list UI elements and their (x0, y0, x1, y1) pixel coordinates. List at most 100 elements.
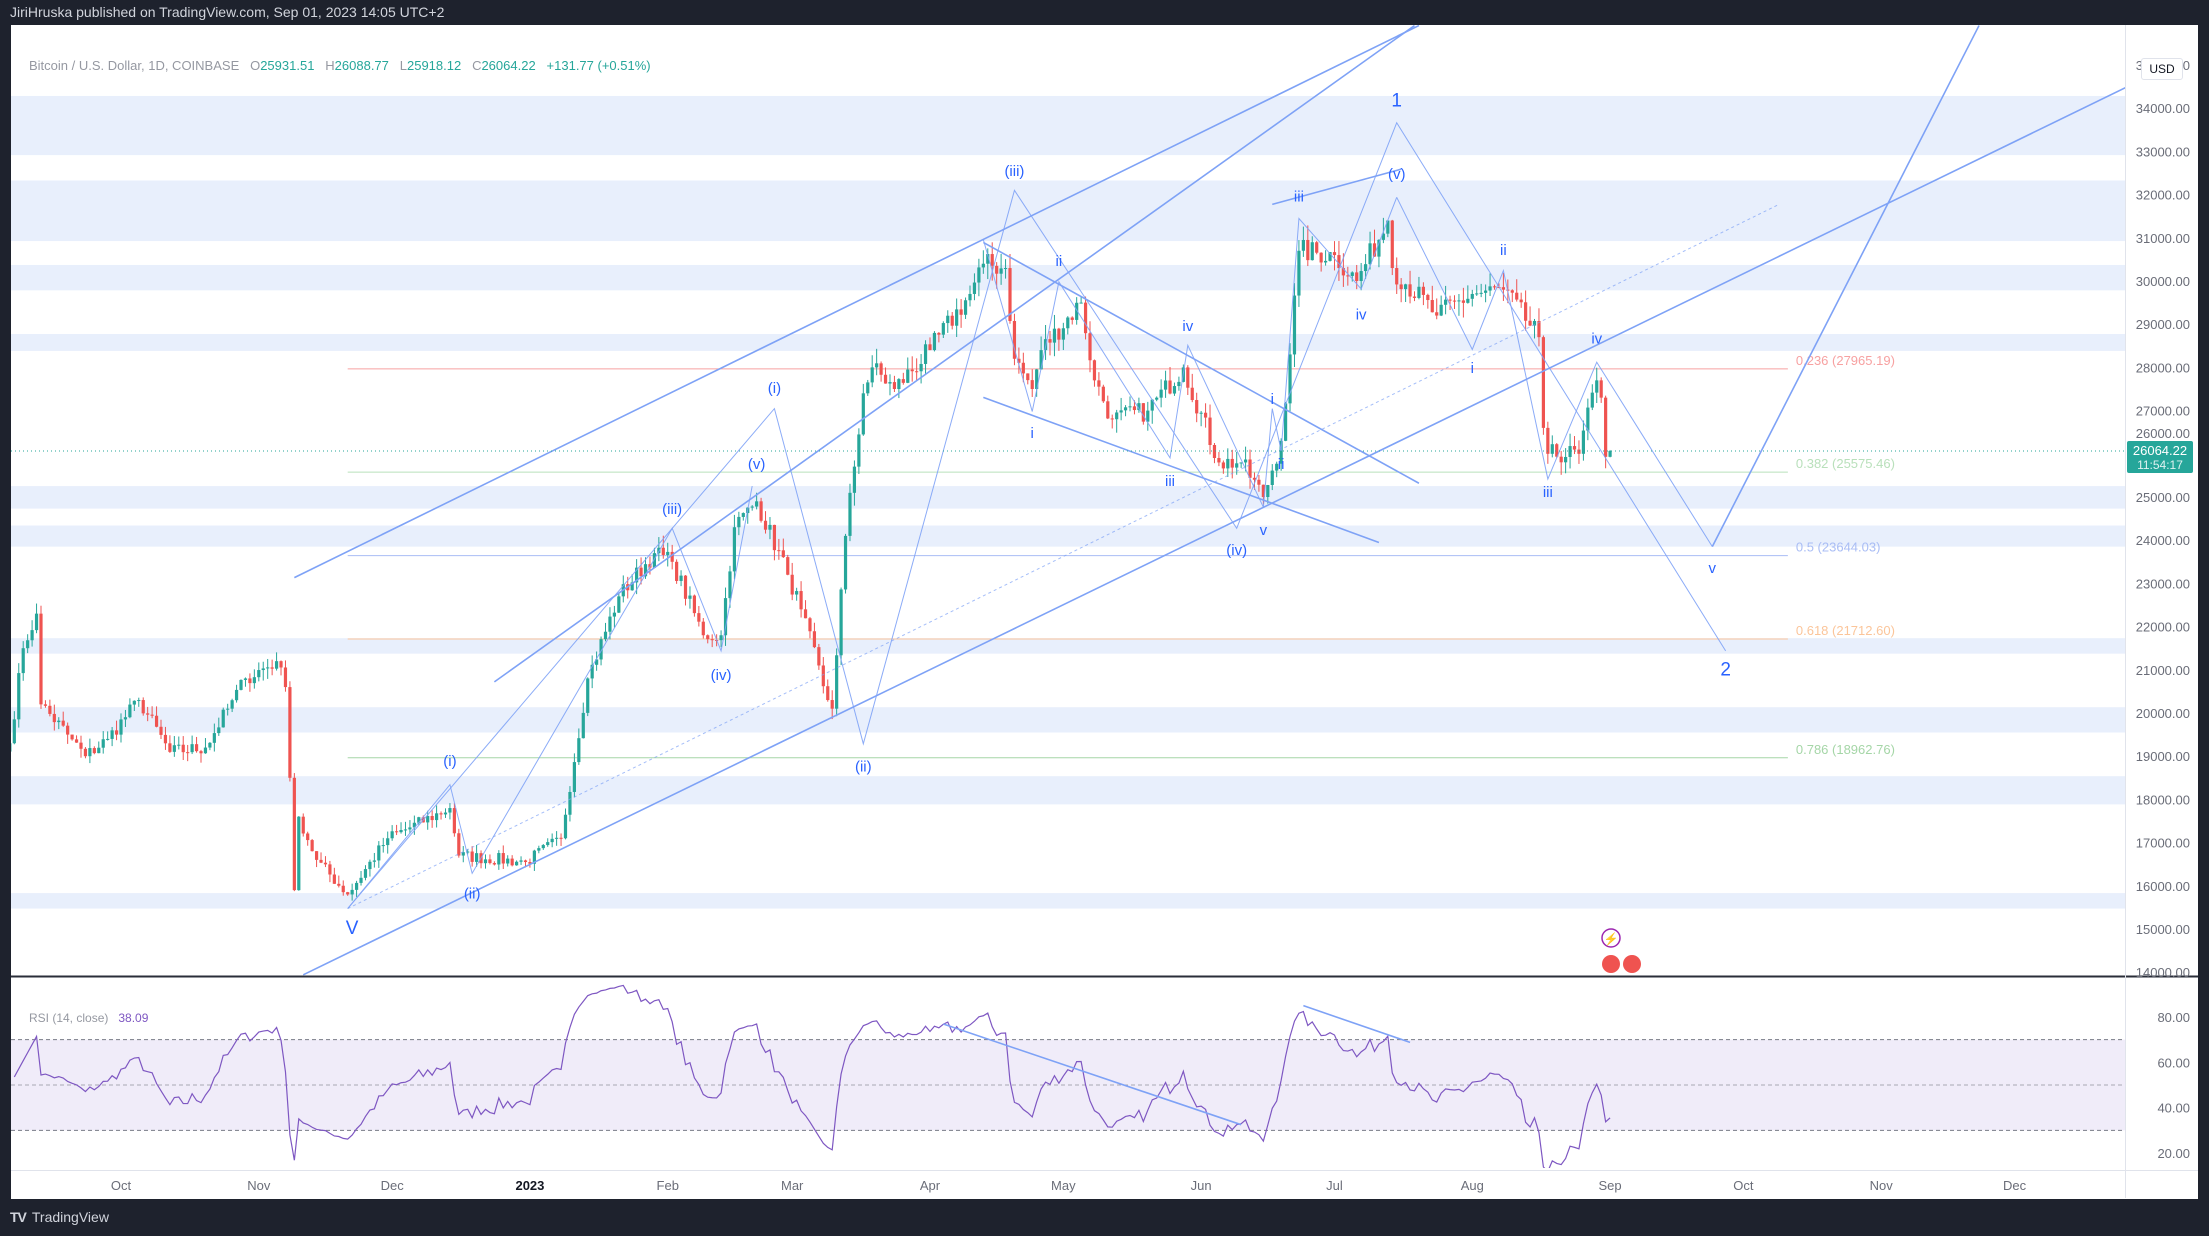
candle-body (697, 613, 701, 622)
candle-body (506, 858, 510, 864)
candle-body (901, 379, 905, 383)
high-value: 26088.77 (334, 58, 389, 73)
candle-body (66, 725, 70, 735)
candle-body (1128, 406, 1132, 408)
candle-body (812, 631, 817, 648)
candle-body (319, 859, 323, 863)
candle-body (1030, 380, 1034, 389)
candle-body (1003, 268, 1008, 270)
candle-body (288, 687, 292, 778)
candle-body (12, 719, 16, 744)
candle-body (990, 254, 994, 266)
candle-body (1150, 399, 1154, 411)
trendline (294, 25, 1420, 579)
candle-body (483, 859, 488, 864)
wave-label: (v) (1388, 166, 1406, 183)
candle-body (341, 885, 345, 893)
candle-body (52, 713, 56, 723)
currency-button[interactable]: USD (2141, 58, 2183, 80)
candle-body (61, 720, 65, 726)
time-axis-label: Jul (1326, 1178, 1343, 1193)
candle-body (537, 848, 541, 851)
candle-body (1404, 284, 1408, 290)
candle-body (532, 850, 536, 864)
candle-body (937, 332, 941, 335)
price-axis-label: 14000.00 (2136, 965, 2190, 980)
candle-body (1381, 233, 1385, 240)
candle-body (381, 845, 385, 847)
candle-body (226, 708, 230, 710)
rsi-line (13, 984, 1611, 1168)
candle-body (1039, 350, 1043, 370)
time-axis-label: Mar (781, 1178, 804, 1193)
candle-body (1599, 380, 1603, 398)
price-axis-label: 32000.00 (2136, 188, 2190, 203)
rsi-label[interactable]: RSI (14, close) (29, 1011, 109, 1025)
candle-body (34, 613, 39, 631)
candle-body (710, 639, 714, 641)
trendline (983, 396, 1380, 544)
time-axis-label: Aug (1461, 1178, 1484, 1193)
candle-body (1484, 290, 1488, 293)
rsi-trendline (943, 1023, 1242, 1126)
candle-body (1461, 300, 1465, 303)
candle-body (1364, 264, 1368, 272)
candle-body (501, 853, 505, 864)
candle-body (661, 547, 665, 555)
time-axis-label: Apr (920, 1178, 941, 1193)
fib-level-label: 0.618 (21712.60) (1796, 623, 1895, 638)
wave-label: iv (1356, 307, 1367, 324)
candle-body (803, 609, 808, 619)
last-price-value: 26064.22 (2133, 443, 2187, 458)
candle-body (1479, 292, 1483, 294)
candle-body (1012, 320, 1017, 359)
wave-label: v (1709, 560, 1717, 577)
candle-body (137, 700, 141, 702)
candle-body (1008, 268, 1012, 321)
time-axis-label: Sep (1599, 1178, 1622, 1193)
candle-body (581, 712, 585, 739)
candle-body (1501, 287, 1505, 290)
price-axis-label: 19000.00 (2136, 749, 2190, 764)
candle-body (1359, 271, 1363, 281)
candle-body (1581, 430, 1586, 454)
close-label: C (472, 58, 482, 73)
candle-body (590, 664, 594, 679)
candle-body (426, 815, 430, 823)
candle-body (248, 678, 252, 684)
candle-body (92, 748, 96, 754)
candle-body (390, 831, 394, 839)
candle-body (314, 851, 319, 860)
event-icon (1601, 928, 1621, 948)
elliott-wave-path (1262, 197, 1398, 508)
candle-body (310, 840, 314, 852)
price-axis-label: 28000.00 (2136, 360, 2190, 375)
candle-body (1057, 328, 1061, 340)
candle-body (1350, 272, 1354, 276)
candle-body (972, 282, 977, 294)
candle-body (403, 829, 408, 831)
candle-body (1092, 360, 1097, 381)
candle-body (39, 613, 43, 705)
candle-body (239, 679, 243, 690)
candle-body (857, 434, 861, 467)
trendline (982, 241, 1420, 484)
candle-body (337, 883, 341, 886)
candle-body (1137, 403, 1141, 411)
candle-body (755, 501, 759, 507)
candle-body (1217, 457, 1221, 463)
candle-body (932, 332, 937, 351)
candle-body (1488, 286, 1492, 291)
symbol-name[interactable]: Bitcoin / U.S. Dollar, 1D, COINBASE (29, 58, 240, 73)
candle-body (492, 863, 496, 865)
time-axis-label: Oct (111, 1178, 132, 1193)
candle-body (670, 551, 674, 562)
candle-body (159, 726, 163, 735)
candle-body (919, 363, 923, 372)
wave-label: (iv) (711, 667, 732, 684)
candle-body (1541, 337, 1545, 428)
fib-level-label: 0.236 (27965.19) (1796, 353, 1895, 368)
candle-body (394, 831, 399, 833)
candle-body (1421, 286, 1425, 295)
